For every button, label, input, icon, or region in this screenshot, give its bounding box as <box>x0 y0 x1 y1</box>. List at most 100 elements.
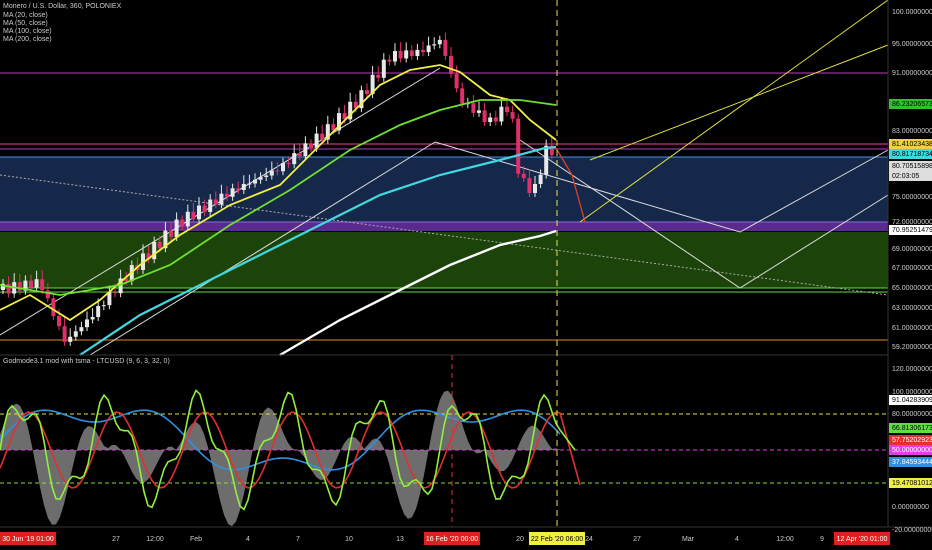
price-badge <box>889 225 932 235</box>
candle-body <box>269 170 274 176</box>
candle-body <box>180 219 185 227</box>
candle-body <box>409 50 414 57</box>
candle-body <box>460 88 465 104</box>
indicator-badge-text: 57.75202923 <box>892 437 932 444</box>
candle-body <box>286 163 291 165</box>
candle-body <box>185 211 190 227</box>
indicator-badge <box>889 445 932 455</box>
price-label: 75.00000000 <box>892 194 932 201</box>
dotted-line <box>0 174 889 296</box>
candle-body <box>527 178 532 193</box>
time-label: 12:00 <box>776 536 794 543</box>
candle-body <box>292 153 297 165</box>
candle-body <box>331 124 336 131</box>
candle-body <box>549 145 554 156</box>
channel-line <box>579 0 889 223</box>
candle-body <box>493 117 498 122</box>
candle-body <box>79 327 84 332</box>
axes: 100.0000000095.0000000091.0000000083.000… <box>0 9 932 545</box>
time-badge-text: 22 Feb '20 06:00 <box>531 536 583 543</box>
price-badge-text: 80.70515898 <box>892 163 932 170</box>
price-badge-text: 70.95251479 <box>892 227 932 234</box>
price-label: 83.00000000 <box>892 128 932 135</box>
indicator-badge-text: 50.00000000 <box>892 447 932 454</box>
price-badge-text: 80.81718734 <box>892 151 932 158</box>
candle-body <box>57 316 61 327</box>
candle-body <box>482 110 487 123</box>
candle-body <box>124 278 129 282</box>
time-badge-text: 16 Feb '20 00:00 <box>426 536 478 543</box>
candle-body <box>45 290 50 299</box>
candle-body <box>73 331 78 337</box>
ma-50 <box>0 99 557 296</box>
time-label: 27 <box>633 536 641 543</box>
price-label: 59.20000000 <box>892 344 932 351</box>
price-label: 67.00000000 <box>892 265 932 272</box>
candle-body <box>208 199 213 212</box>
oscillator-blue <box>0 409 561 471</box>
candle-body <box>544 145 549 175</box>
candle-body <box>510 112 515 119</box>
candle-body <box>6 283 11 294</box>
indicator-badge <box>889 423 932 433</box>
candle-body <box>325 124 330 140</box>
indicator-label: 120.00000000 <box>892 366 932 373</box>
time-label: 24 <box>585 536 593 543</box>
time-label: 4 <box>246 536 250 543</box>
trend-line <box>89 141 436 356</box>
projection <box>519 139 889 289</box>
price-badge <box>889 171 932 181</box>
time-label: 9 <box>820 536 824 543</box>
indicator-pane <box>0 355 888 527</box>
price-label: 63.00000000 <box>892 305 932 312</box>
time-label: 7 <box>296 536 300 543</box>
price-label: 91.00000000 <box>892 70 932 77</box>
candle-body <box>219 193 224 205</box>
candle-body <box>449 55 453 74</box>
candle-body <box>230 188 235 197</box>
indicator-badge-text: 19.47081012 <box>892 480 932 487</box>
study-label: MA (50, close) <box>3 20 48 27</box>
levels <box>0 72 888 341</box>
indicator-label: 0.00000000 <box>892 504 929 511</box>
candle-body <box>359 90 364 109</box>
time-badge <box>529 532 585 545</box>
candle-body <box>309 143 313 148</box>
candle-body <box>247 183 252 185</box>
candle-body <box>17 282 22 291</box>
candle-body <box>107 292 112 306</box>
price-badge <box>889 149 932 159</box>
candle-body <box>118 278 123 294</box>
candle-body <box>213 199 218 205</box>
candle-body <box>381 59 386 78</box>
time-badge <box>0 532 56 545</box>
symbol-label: Monero / U.S. Dollar, 360, POLONIEX <box>3 3 122 10</box>
time-label: 10 <box>345 536 353 543</box>
time-badge <box>424 532 480 545</box>
candle-body <box>505 106 509 113</box>
projection <box>434 141 889 233</box>
candle-body <box>197 205 201 220</box>
candle-body <box>281 163 285 172</box>
candle-body <box>454 73 459 89</box>
candle-body <box>275 170 280 172</box>
candle-body <box>191 211 196 220</box>
study-label: MA (100, close) <box>3 28 52 35</box>
time-label: 13 <box>396 536 404 543</box>
candle-body <box>320 133 325 140</box>
time-badge-text: 30 Jun '19 01:00 <box>2 536 54 543</box>
oscillator-green <box>0 389 576 511</box>
indicator-badge <box>889 395 932 405</box>
study-label: MA (20, close) <box>3 12 48 19</box>
time-label: 20 <box>516 536 524 543</box>
candle-body <box>34 279 39 288</box>
legend: Monero / U.S. Dollar, 360, POLONIEX MA (… <box>3 3 170 365</box>
candle-body <box>264 175 269 177</box>
candle-body <box>113 292 117 294</box>
candle-body <box>376 74 381 78</box>
candle-body <box>404 50 409 59</box>
candle-body <box>499 106 504 122</box>
candle-body <box>258 176 263 180</box>
price-label: 69.00000000 <box>892 246 932 253</box>
